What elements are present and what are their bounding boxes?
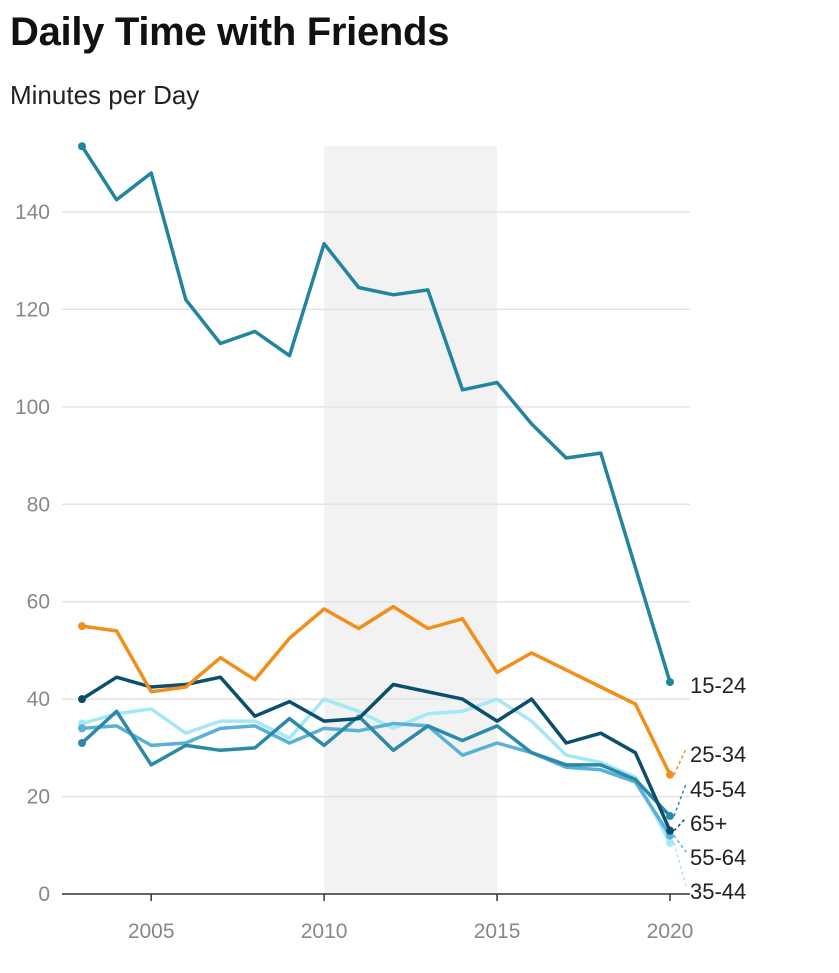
chart-title: Daily Time with Friends xyxy=(10,10,450,54)
series-label-35-44: 35-44 xyxy=(690,879,746,904)
series-lines xyxy=(78,142,674,847)
series-line-35-44 xyxy=(80,697,672,845)
gridlines: 0 20 40 60 80 100 120 140 xyxy=(15,201,690,906)
series-line-55-64 xyxy=(80,721,672,838)
y-tick-label-100: 100 xyxy=(15,396,50,419)
leader-line-25-34 xyxy=(673,748,687,775)
series-start-point-55-64 xyxy=(78,724,86,733)
leader-line-65plus xyxy=(673,817,687,832)
series-line-65plus xyxy=(80,675,672,833)
chart-subtitle: Minutes per Day xyxy=(10,80,200,110)
x-tick-label-2015: 2015 xyxy=(474,920,521,943)
series-end-point-25-34 xyxy=(666,770,674,779)
series-start-point-45-54 xyxy=(78,738,86,747)
series-label-45-54: 45-54 xyxy=(690,777,746,802)
y-tick-label-40: 40 xyxy=(27,688,50,711)
series-end-point-35-44 xyxy=(666,838,674,847)
y-tick-label-0: 0 xyxy=(38,883,50,906)
series-line-15-24 xyxy=(80,144,672,684)
series-label-65plus: 65+ xyxy=(690,811,727,836)
series-start-point-25-34 xyxy=(78,622,86,631)
highlight-band xyxy=(324,146,498,894)
series-labels: 15-24 25-34 45-54 65+ 55-64 35-44 xyxy=(673,673,746,904)
series-start-point-65plus xyxy=(78,695,86,704)
series-label-25-34: 25-34 xyxy=(690,742,746,767)
leader-line-45-54 xyxy=(673,783,687,817)
y-tick-label-20: 20 xyxy=(27,786,50,809)
series-45-54 xyxy=(78,709,674,821)
series-label-15-24: 15-24 xyxy=(690,673,746,698)
series-line-45-54 xyxy=(80,709,672,818)
x-tick-label-2005: 2005 xyxy=(128,920,175,943)
y-tick-label-120: 120 xyxy=(15,298,50,321)
y-tick-label-140: 140 xyxy=(15,201,50,224)
y-tick-label-80: 80 xyxy=(27,493,50,516)
series-end-point-15-24 xyxy=(666,678,674,687)
series-25-34 xyxy=(78,604,674,779)
series-end-point-45-54 xyxy=(666,812,674,821)
y-tick-label-60: 60 xyxy=(27,591,50,614)
series-65plus xyxy=(78,675,674,835)
series-label-55-64: 55-64 xyxy=(690,845,746,870)
x-tick-label-2010: 2010 xyxy=(301,920,348,943)
series-15-24 xyxy=(78,142,674,687)
series-line-25-34 xyxy=(80,604,672,777)
series-end-point-65plus xyxy=(666,826,674,835)
x-tick-label-2020: 2020 xyxy=(647,920,694,943)
axes: 2005 2010 2015 2020 xyxy=(62,893,694,943)
series-start-point-15-24 xyxy=(78,142,86,151)
leader-line-35-44 xyxy=(673,842,687,887)
highlight-band-layer xyxy=(324,146,498,894)
